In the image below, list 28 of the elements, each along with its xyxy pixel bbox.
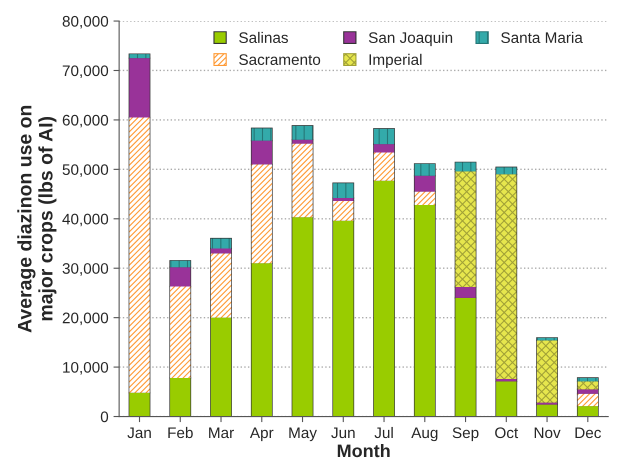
y-tick-label: 0 xyxy=(100,411,108,422)
x-tick-label: Aug xyxy=(411,428,438,442)
x-tick-label: Jun xyxy=(331,428,355,438)
x-tick-label: Oct xyxy=(495,427,518,438)
y-tick-label: 40,000 xyxy=(62,214,108,226)
x-tick-label: Jul xyxy=(374,426,393,438)
legend-label: Sacramento xyxy=(239,54,320,66)
x-axis-title: Month xyxy=(338,444,390,458)
y-tick-label: 50,000 xyxy=(62,164,108,177)
x-tick-label: Jan xyxy=(127,428,151,438)
y-tick-label: 60,000 xyxy=(62,114,108,128)
legend-label: San Joaquin xyxy=(368,32,452,46)
x-tick-label: Nov xyxy=(534,428,561,438)
y-axis-title: Average diazinon use on major crops (lbs of AI) xyxy=(17,106,56,332)
y-tick-label: 80,000 xyxy=(62,16,108,29)
x-tick-label: Mar xyxy=(209,428,234,438)
y-tick-label: 20,000 xyxy=(62,312,108,326)
legend-label: Salinas xyxy=(239,32,288,44)
x-tick-label: Sep xyxy=(452,427,478,442)
y-tick-label: 30,000 xyxy=(62,263,108,276)
y-tick-label: 10,000 xyxy=(63,362,108,375)
legend-label: Imperial xyxy=(370,54,422,68)
legend-label: Santa Maria xyxy=(501,32,583,44)
y-tick-label: 70,000 xyxy=(62,65,108,78)
x-tick-label: Dec xyxy=(575,428,601,438)
x-tick-label: Apr xyxy=(250,428,274,442)
x-tick-label: Feb xyxy=(168,426,193,438)
x-tick-label: May xyxy=(289,428,317,442)
